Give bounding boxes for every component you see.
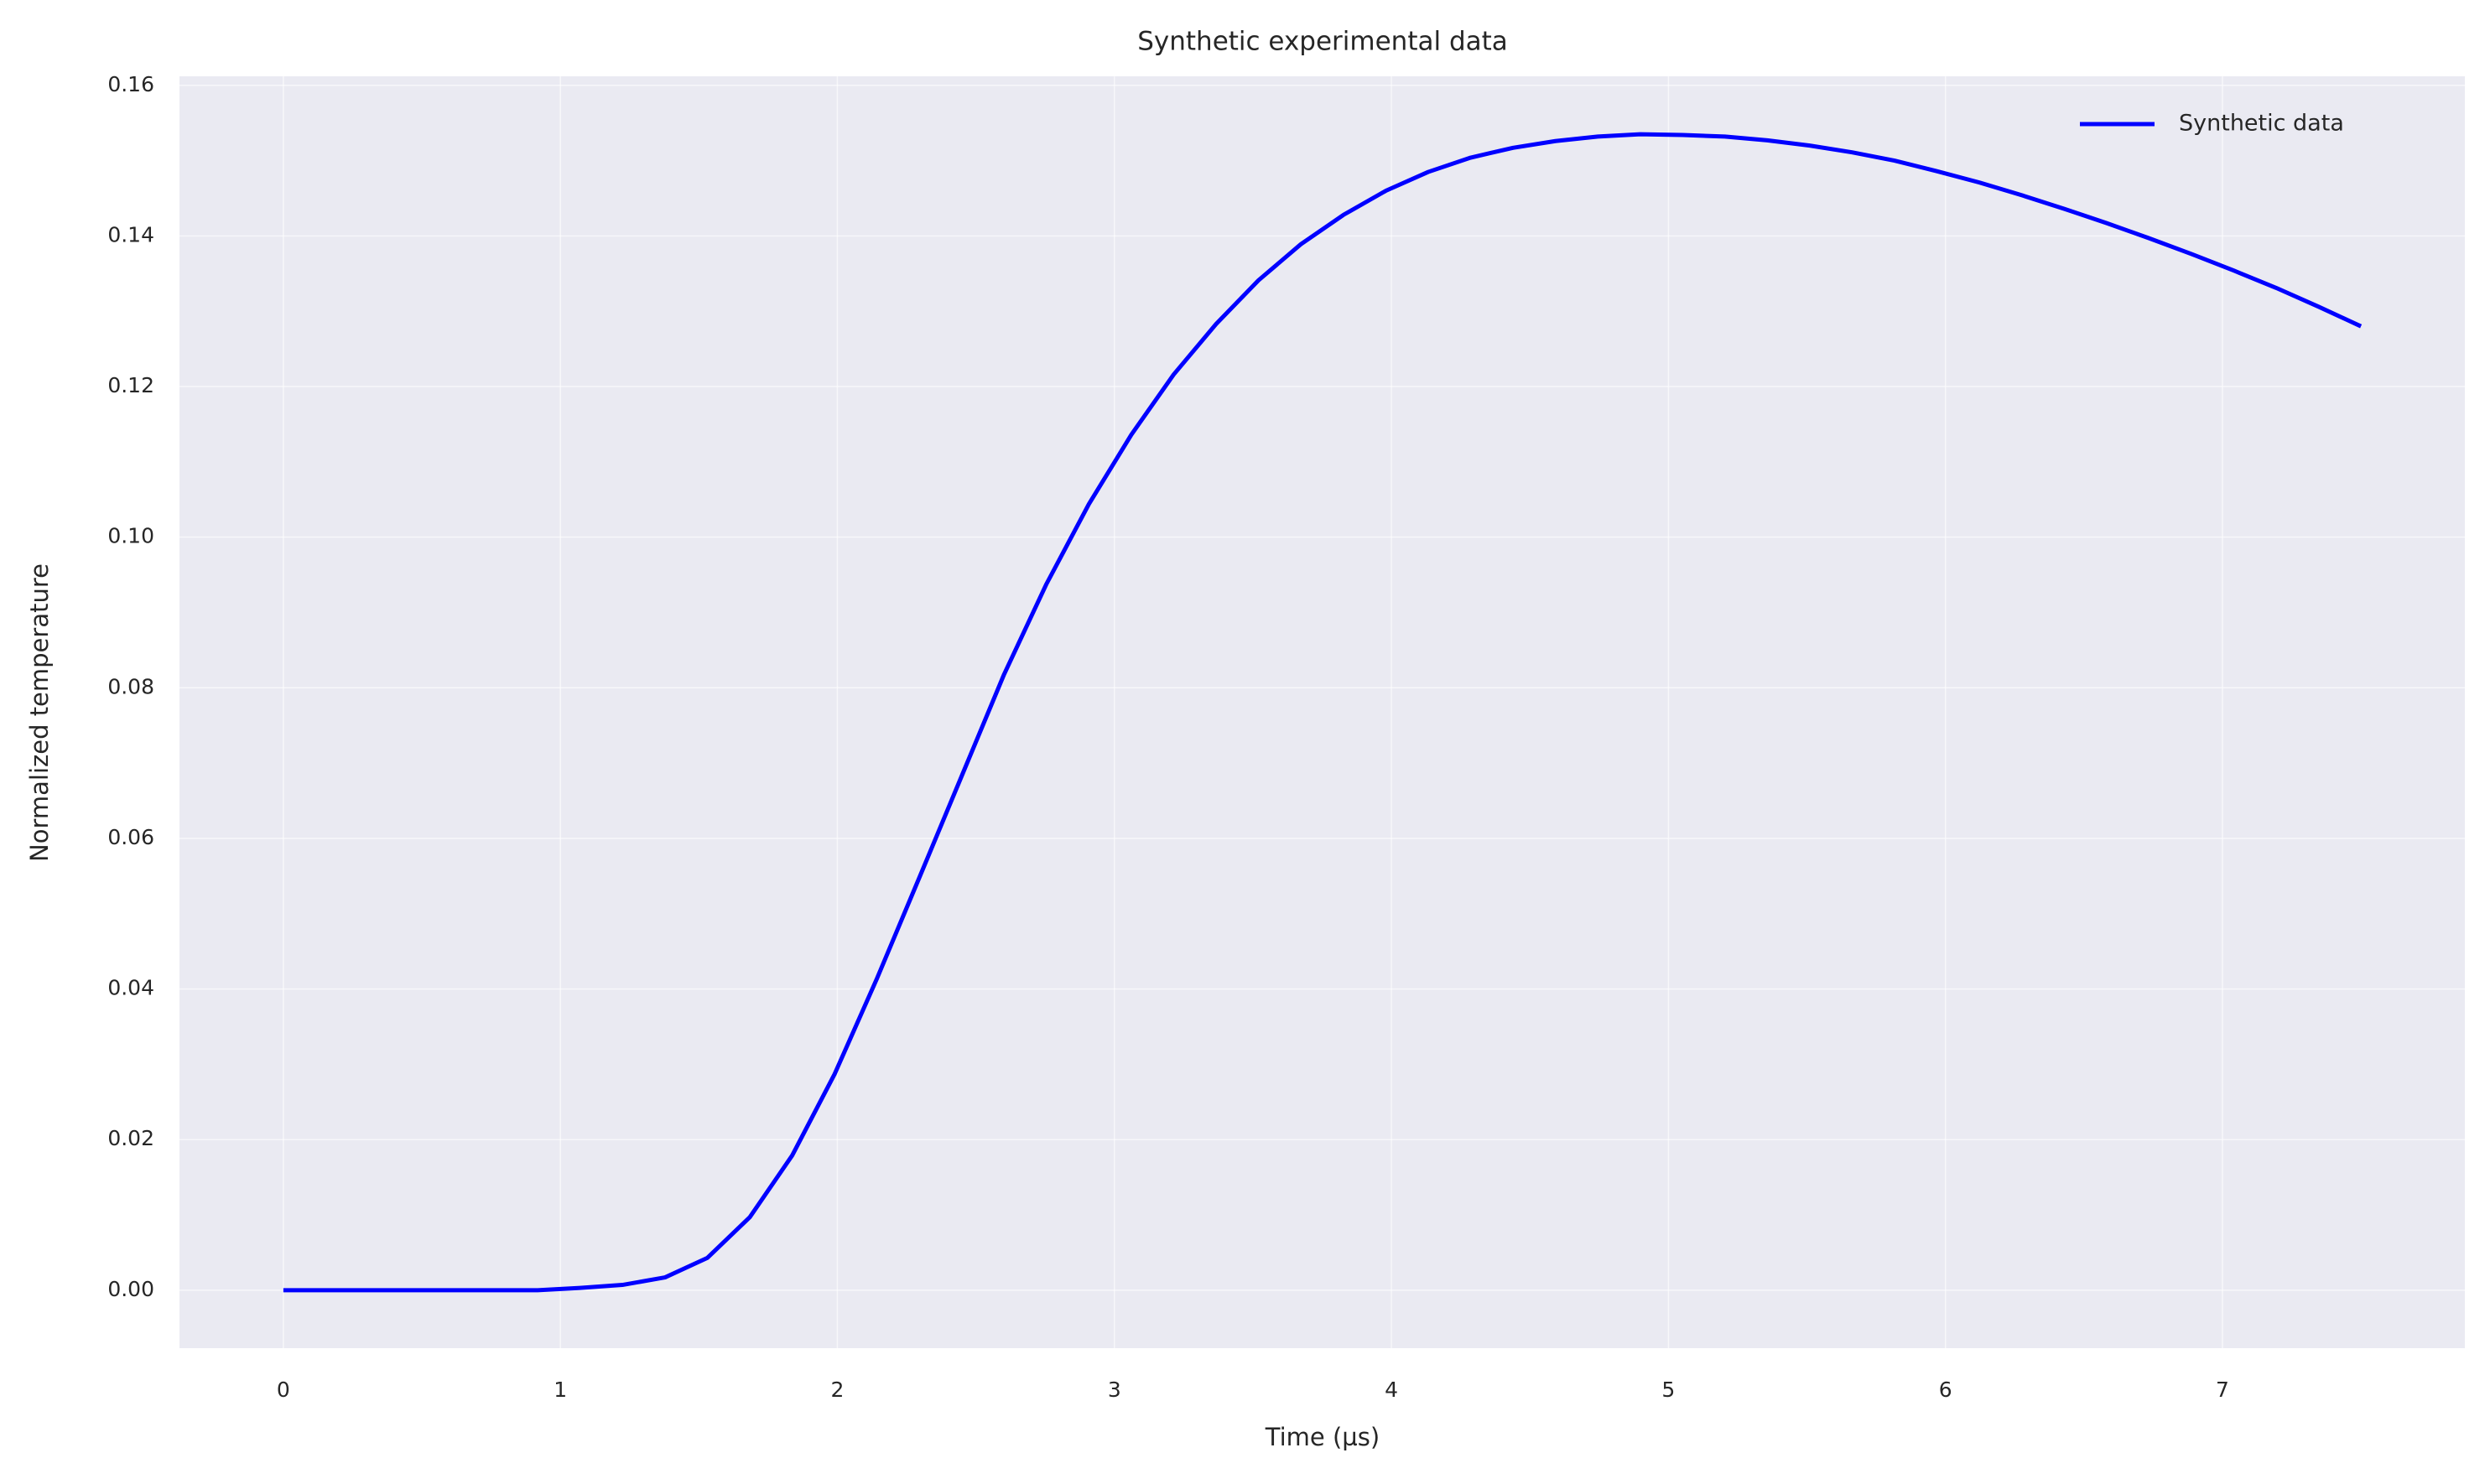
y-tick-label: 0.00 bbox=[107, 1277, 154, 1301]
x-tick-label: 2 bbox=[831, 1378, 845, 1402]
x-tick-label: 5 bbox=[1661, 1378, 1675, 1402]
chart-title: Synthetic experimental data bbox=[1137, 27, 1508, 57]
plot-area bbox=[179, 76, 2465, 1348]
y-tick-label: 0.08 bbox=[107, 674, 154, 698]
x-tick-label: 1 bbox=[554, 1378, 567, 1402]
x-tick-label: 0 bbox=[277, 1378, 290, 1402]
x-tick-label: 4 bbox=[1385, 1378, 1398, 1402]
x-tick-label: 6 bbox=[1939, 1378, 1952, 1402]
y-tick-label: 0.06 bbox=[107, 825, 154, 849]
y-tick-label: 0.10 bbox=[107, 524, 154, 548]
x-axis-label: Time (µs) bbox=[1265, 1423, 1380, 1451]
y-axis-label: Normalized temperature bbox=[25, 563, 54, 862]
data-line bbox=[283, 132, 2363, 1293]
x-tick-label: 7 bbox=[2216, 1378, 2229, 1402]
y-tick-label: 0.14 bbox=[107, 222, 154, 246]
y-tick-label: 0.16 bbox=[107, 72, 154, 96]
x-tick-label: 3 bbox=[1108, 1378, 1121, 1402]
y-tick-label: 0.12 bbox=[107, 373, 154, 397]
y-tick-label: 0.02 bbox=[107, 1126, 154, 1150]
y-tick-label: 0.04 bbox=[107, 976, 154, 1000]
legend-label: Synthetic data bbox=[2179, 111, 2344, 137]
